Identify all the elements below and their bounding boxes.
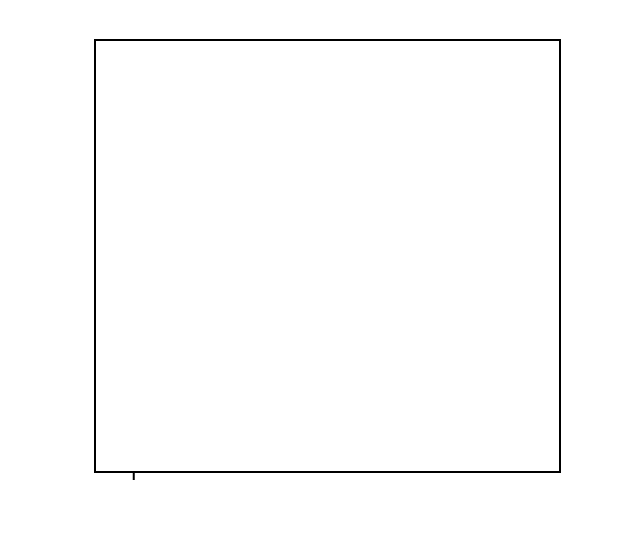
plot-border bbox=[95, 40, 560, 472]
chart-svg bbox=[0, 0, 640, 555]
chart-root bbox=[0, 0, 640, 555]
